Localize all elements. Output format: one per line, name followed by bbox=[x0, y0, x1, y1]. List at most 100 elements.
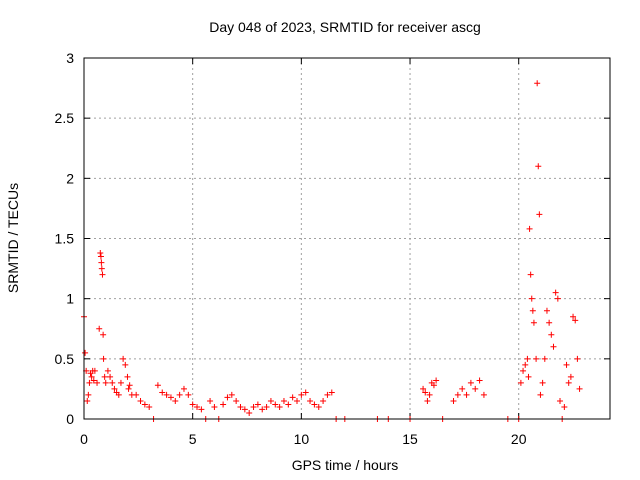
data-point bbox=[529, 307, 536, 314]
data-point bbox=[85, 391, 92, 398]
data-point bbox=[124, 373, 131, 380]
data-point bbox=[96, 325, 103, 332]
data-point bbox=[524, 355, 531, 362]
data-point bbox=[426, 391, 433, 398]
data-point bbox=[527, 271, 534, 278]
data-point bbox=[254, 401, 261, 408]
data-point bbox=[467, 379, 474, 386]
data-point bbox=[565, 379, 572, 386]
y-tick-label: 1 bbox=[66, 291, 74, 307]
y-tick-label: 1.5 bbox=[55, 231, 75, 247]
data-point bbox=[552, 289, 559, 296]
data-point bbox=[272, 401, 279, 408]
data-point bbox=[302, 389, 309, 396]
x-tick-label: 10 bbox=[294, 431, 310, 447]
data-point bbox=[133, 391, 140, 398]
data-point bbox=[430, 382, 437, 389]
data-point bbox=[185, 391, 192, 398]
y-tick-label: 3 bbox=[66, 50, 74, 66]
data-point bbox=[88, 373, 95, 380]
data-point bbox=[276, 403, 283, 410]
data-point bbox=[237, 403, 244, 410]
data-point bbox=[180, 385, 187, 392]
data-point bbox=[535, 163, 542, 170]
y-tick-label: 0.5 bbox=[55, 351, 75, 367]
data-point bbox=[328, 389, 335, 396]
data-point bbox=[163, 391, 170, 398]
data-point bbox=[102, 379, 109, 386]
data-point bbox=[159, 389, 166, 396]
data-point bbox=[90, 377, 97, 384]
data-point bbox=[570, 313, 577, 320]
data-point bbox=[126, 382, 133, 389]
data-point bbox=[534, 80, 541, 87]
data-point bbox=[107, 373, 114, 380]
data-point bbox=[104, 367, 111, 374]
data-point bbox=[241, 406, 248, 413]
data-point bbox=[111, 385, 118, 392]
data-point bbox=[454, 391, 461, 398]
data-point bbox=[520, 367, 527, 374]
y-tick-label: 2 bbox=[66, 170, 74, 186]
data-point bbox=[554, 295, 561, 302]
data-point bbox=[189, 401, 196, 408]
data-point bbox=[539, 379, 546, 386]
data-point bbox=[463, 391, 470, 398]
y-axis-label: SRMTID / TECUs bbox=[5, 183, 21, 293]
plot-area-border bbox=[83, 57, 611, 420]
data-point bbox=[541, 355, 548, 362]
data-point bbox=[246, 409, 253, 416]
data-point bbox=[154, 382, 161, 389]
data-point bbox=[476, 377, 483, 384]
data-point bbox=[433, 377, 440, 384]
data-point bbox=[233, 397, 240, 404]
data-point bbox=[141, 401, 148, 408]
data-point bbox=[115, 391, 122, 398]
data-point bbox=[285, 401, 292, 408]
data-point bbox=[263, 403, 270, 410]
data-point bbox=[530, 319, 537, 326]
data-point bbox=[207, 397, 214, 404]
data-point bbox=[320, 397, 327, 404]
data-point bbox=[517, 379, 524, 386]
data-point bbox=[561, 403, 568, 410]
data-point bbox=[220, 401, 227, 408]
data-point bbox=[280, 397, 287, 404]
data-point bbox=[267, 397, 274, 404]
data-point bbox=[259, 406, 266, 413]
data-point bbox=[101, 373, 108, 380]
data-point bbox=[576, 385, 583, 392]
data-point bbox=[294, 397, 301, 404]
data-point bbox=[324, 391, 331, 398]
data-point bbox=[450, 397, 457, 404]
data-point bbox=[536, 211, 543, 218]
data-point bbox=[550, 343, 557, 350]
data-point bbox=[94, 379, 101, 386]
x-tick-label: 5 bbox=[189, 431, 197, 447]
grid bbox=[84, 58, 610, 419]
data-point bbox=[176, 391, 183, 398]
data-point bbox=[172, 397, 179, 404]
data-point bbox=[557, 397, 564, 404]
data-point bbox=[574, 355, 581, 362]
chart-title: Day 048 of 2023, SRMTID for receiver asc… bbox=[209, 19, 481, 35]
data-point bbox=[228, 391, 235, 398]
data-point bbox=[307, 397, 314, 404]
data-point bbox=[543, 307, 550, 314]
data-point bbox=[546, 319, 553, 326]
data-point bbox=[86, 379, 93, 386]
data-point bbox=[198, 406, 205, 413]
data-point bbox=[99, 271, 106, 278]
data-point bbox=[82, 349, 89, 356]
data-point bbox=[422, 389, 429, 396]
data-point bbox=[250, 403, 257, 410]
data-point bbox=[137, 397, 144, 404]
data-point bbox=[91, 367, 98, 374]
data-point bbox=[522, 361, 529, 368]
data-point bbox=[122, 361, 129, 368]
data-point bbox=[120, 355, 127, 362]
data-point bbox=[100, 331, 107, 338]
data-point bbox=[537, 391, 544, 398]
